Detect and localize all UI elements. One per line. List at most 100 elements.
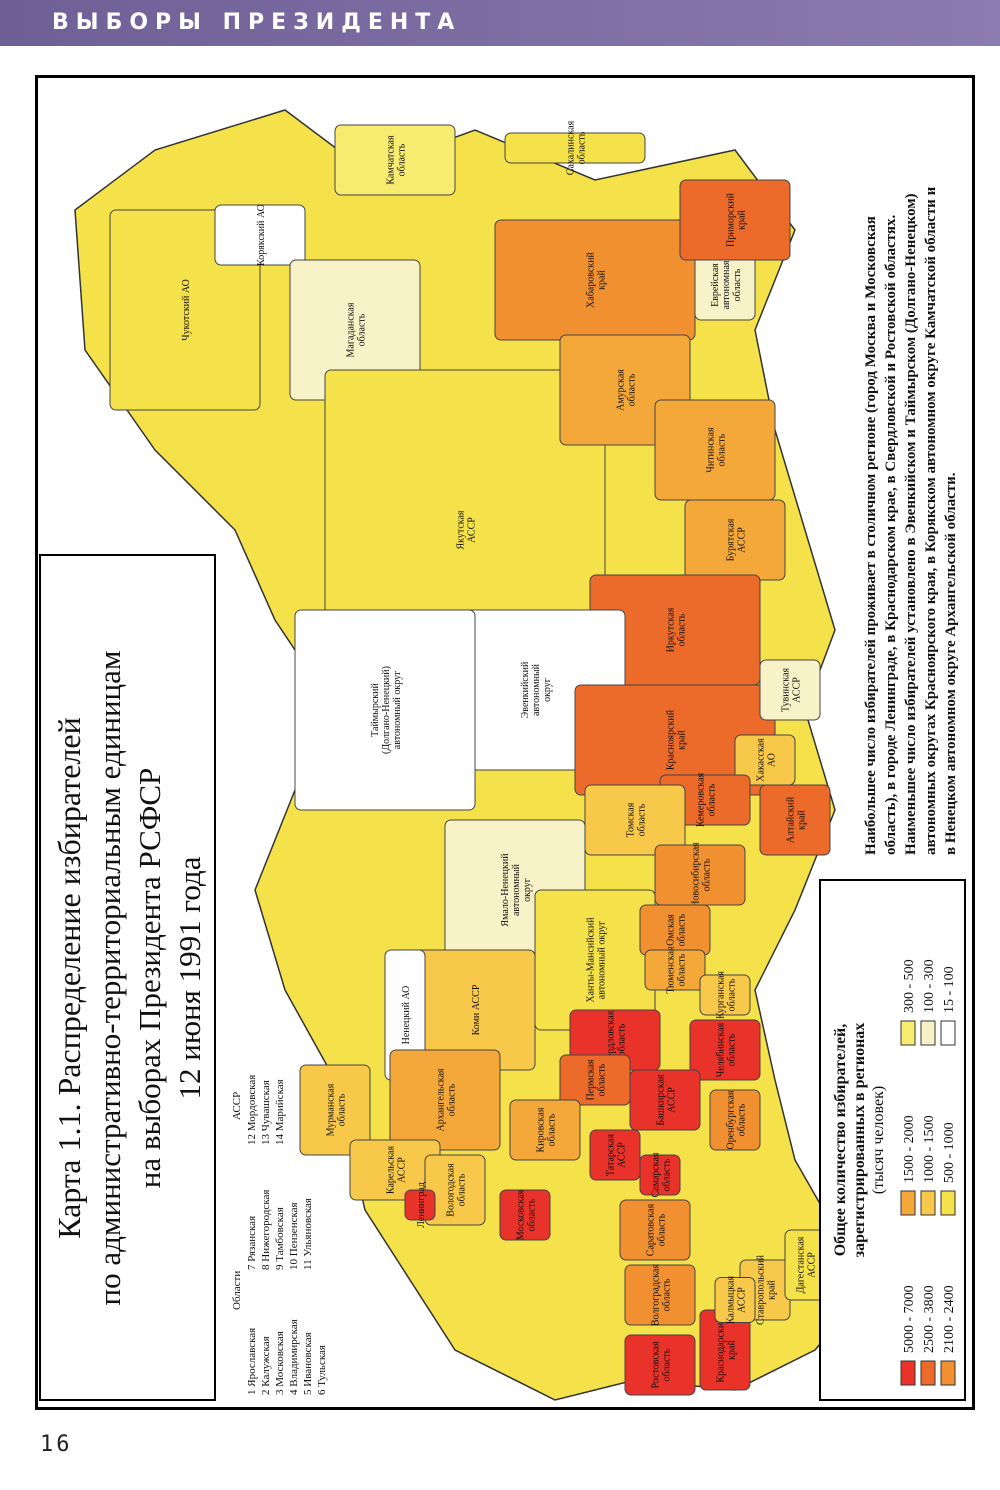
title-box <box>39 554 216 1401</box>
key-item: 3 Московская <box>274 1331 286 1395</box>
note-line: в Ненецком автономном округе Архангельск… <box>943 472 959 855</box>
key-heading: Области <box>231 1271 243 1310</box>
region-area <box>619 1199 691 1261</box>
note-line: область), в городе Ленинграде, в Краснод… <box>883 215 899 855</box>
region-label: округ <box>542 678 553 702</box>
region-area <box>504 132 646 164</box>
region: Читинская область <box>654 399 776 501</box>
region-label: АО <box>767 753 778 767</box>
legend-label: 2500 - 3800 <box>922 1285 937 1353</box>
legend-swatch <box>920 1190 936 1216</box>
region: Алтайский край <box>759 784 831 856</box>
region-label: АССР <box>617 1142 628 1168</box>
region-area <box>629 1069 701 1131</box>
region-label: область <box>727 1033 738 1066</box>
region: Хабаровский край <box>494 219 696 341</box>
region-label: Алтайский <box>786 796 797 843</box>
region-label: Еврейская <box>710 263 721 307</box>
region-label: область <box>662 1158 673 1191</box>
region-label: Приморский <box>726 192 737 247</box>
region-label: Кемеровская <box>696 772 707 827</box>
region-label: Тюменская <box>666 946 677 994</box>
region-label: Челябинская <box>716 1022 727 1077</box>
legend-label: 1000 - 1500 <box>922 1115 937 1183</box>
key-item: 8 Нижегородская <box>260 1190 272 1270</box>
legend: Общее количество избирателей, зарегистрир… <box>832 959 957 1386</box>
region-label: область <box>662 1278 673 1311</box>
region-label: Эвенкийский <box>520 661 531 718</box>
region-label: область <box>547 1113 558 1146</box>
region-area <box>759 659 821 721</box>
region-label: область <box>662 1348 673 1381</box>
region-area <box>589 1129 641 1181</box>
region: Бурятская АССР <box>684 499 786 581</box>
region-label: область <box>717 433 728 466</box>
region-label: Ямало-Ненецкий <box>500 853 511 927</box>
region-area <box>644 949 706 991</box>
region: Тюменская область <box>644 946 706 994</box>
title-line: по административно-территориальным едини… <box>92 651 127 1306</box>
region-label: область <box>357 313 368 346</box>
key-item: 4 Владимирская <box>288 1319 300 1395</box>
region: Тувинская АССР <box>759 659 821 721</box>
legend-swatch <box>900 1190 916 1216</box>
region-label: область <box>677 913 688 946</box>
legend-label: 100 - 300 <box>922 959 937 1013</box>
region: Ханты-Мансийский автономный округ <box>534 889 656 1031</box>
title-line: Карта 1.1. Распределение избирателей <box>51 717 87 1239</box>
legend-label: 500 - 1000 <box>942 1122 957 1183</box>
region-label: область <box>597 1063 608 1096</box>
region-label: Ненецкий АО <box>401 986 412 1045</box>
region: Таймырский (Долгано-Ненецкий) автономный о… <box>294 609 476 811</box>
region: Ленинград <box>404 1182 436 1228</box>
header-title: ВЫБОРЫ ПРЕЗИДЕНТА <box>52 10 462 35</box>
region-label: АССР <box>807 1252 818 1278</box>
region-label: автономная <box>721 260 732 309</box>
region-area <box>509 1099 581 1161</box>
region-area <box>584 784 686 856</box>
region-label: Волгоградская <box>651 1264 662 1327</box>
region-area <box>624 1334 696 1396</box>
region: Иркутская область <box>589 574 761 686</box>
region: Архангельская область <box>389 1049 501 1151</box>
key-item: 10 Пензенская <box>288 1202 300 1270</box>
region-label: АССР <box>667 1087 678 1113</box>
region-label: Бурятская <box>726 518 737 561</box>
region-label: Ставропольский <box>756 1254 767 1325</box>
region-area <box>299 1064 371 1156</box>
region-label: округ <box>522 878 533 902</box>
region-label: АССР <box>737 527 748 553</box>
region-label: Ростовская <box>651 1341 662 1388</box>
region-label: Краснодарский <box>716 1317 727 1383</box>
title-line: 12 июня 1991 года <box>172 856 207 1099</box>
region-label: Пермская <box>586 1059 597 1100</box>
region: Новосибирская область <box>654 842 746 908</box>
region-label: область <box>397 143 408 176</box>
header-bar: ВЫБОРЫ ПРЕЗИДЕНТА <box>0 0 1000 46</box>
legend-label: 5000 - 7000 <box>902 1285 917 1353</box>
key-item: 11 Ульяновская <box>302 1198 314 1270</box>
legend-swatch <box>940 1190 956 1216</box>
legend-label: 2100 - 2400 <box>942 1285 957 1353</box>
region-label: автономный округ <box>392 671 403 749</box>
region-label: Таймырский <box>370 683 381 737</box>
region-label: область <box>727 978 738 1011</box>
region-label: край <box>597 270 608 290</box>
region: Томская область <box>584 784 686 856</box>
legend-swatch <box>920 1020 936 1046</box>
region-label: Новосибирская <box>691 842 702 908</box>
title: Карта 1.1. Распределение избирателей по а… <box>51 651 207 1306</box>
key-item: 5 Ивановская <box>302 1332 314 1395</box>
region: Московская область <box>499 1189 551 1241</box>
region-label: Мурманская <box>326 1083 337 1136</box>
key-item: 6 Тульская <box>316 1345 328 1395</box>
region-label: область <box>677 613 688 646</box>
region-label: Тувинская <box>781 667 792 712</box>
key-item: 14 Марийская <box>274 1079 286 1145</box>
region: Кировская область <box>509 1099 581 1161</box>
region-area <box>639 1154 681 1196</box>
legend-swatch <box>900 1020 916 1046</box>
region-label: область <box>737 1103 748 1136</box>
region-label: Карельская <box>386 1146 397 1195</box>
